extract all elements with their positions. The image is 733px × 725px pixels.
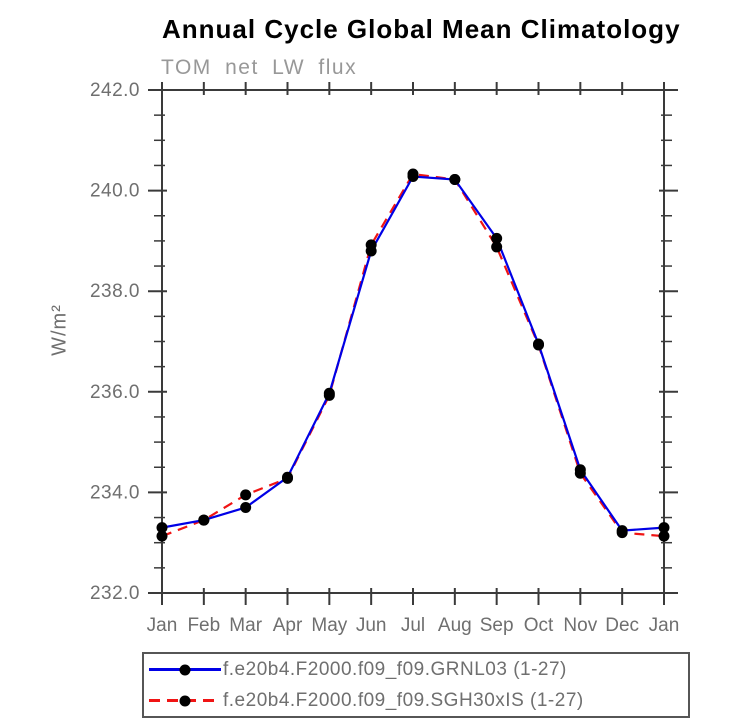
chart-title: Annual Cycle Global Mean Climatology — [162, 14, 681, 44]
data-point — [658, 530, 670, 542]
data-point — [240, 501, 252, 513]
marker-dot-icon — [179, 695, 191, 706]
data-point — [198, 514, 210, 526]
data-point — [491, 232, 503, 244]
y-tick-label: 238.0 — [90, 281, 140, 302]
chart-subtitle: TOM net LW flux — [161, 56, 358, 79]
data-point — [574, 467, 586, 479]
legend-item-grnl03: f.e20b4.F2000.f09_f09.GRNL03 (1-27) — [149, 654, 688, 685]
x-tick-label: Sep — [480, 615, 514, 636]
legend-item-sgh30xis: f.e20b4.F2000.f09_f09.SGH30xIS (1-27) — [149, 685, 688, 716]
legend-line-sample-dashed — [149, 695, 221, 706]
data-point — [449, 174, 461, 186]
x-tick-label: Apr — [273, 615, 303, 636]
x-tick-label: Jan — [649, 615, 680, 636]
data-point — [491, 241, 503, 253]
data-point — [616, 527, 628, 539]
data-point — [156, 522, 168, 534]
x-tick-label: Jul — [401, 615, 425, 636]
legend-label: f.e20b4.F2000.f09_f09.SGH30xIS (1-27) — [223, 689, 584, 711]
data-point — [323, 389, 335, 401]
data-point — [407, 168, 419, 180]
x-tick-label: Jun — [356, 615, 387, 636]
y-tick-label: 242.0 — [90, 80, 140, 101]
y-tick-label: 236.0 — [90, 382, 140, 403]
axis-frame — [161, 89, 665, 594]
x-tick-label: Nov — [563, 615, 597, 636]
y-tick-label: 240.0 — [90, 181, 140, 202]
data-point — [282, 472, 293, 484]
legend: f.e20b4.F2000.f09_f09.GRNL03 (1-27) f.e2… — [142, 652, 690, 718]
legend-line-sample-solid — [149, 664, 221, 675]
x-tick-label: Aug — [438, 615, 472, 636]
data-point — [658, 522, 670, 534]
y-tick-label: 234.0 — [90, 482, 140, 503]
data-point — [365, 239, 377, 251]
y-tick-label: 232.0 — [90, 583, 140, 604]
x-tick-label: May — [311, 615, 347, 636]
marker-dot-icon — [179, 664, 191, 675]
data-point — [240, 489, 252, 501]
x-tick-label: Mar — [229, 615, 262, 636]
x-tick-label: Oct — [524, 615, 554, 636]
data-point — [533, 339, 544, 351]
legend-label: f.e20b4.F2000.f09_f09.GRNL03 (1-27) — [223, 658, 567, 680]
data-point — [156, 530, 168, 542]
series-line-solid — [161, 175, 665, 532]
x-tick-label: Jan — [147, 615, 178, 636]
x-tick-label: Feb — [187, 615, 220, 636]
x-tick-label: Dec — [605, 615, 639, 636]
